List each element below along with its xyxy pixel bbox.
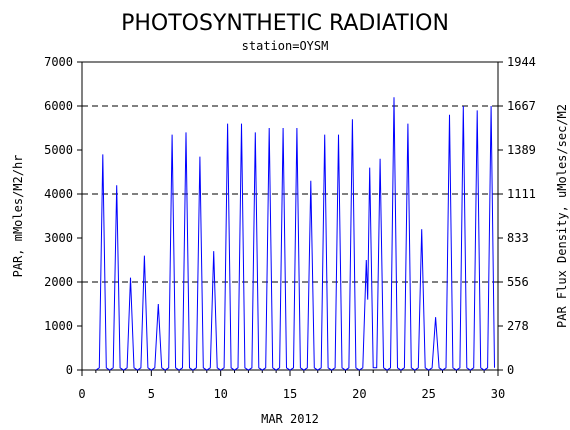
y2-tick-label: 278 [507,319,529,333]
y-tick-label: 7000 [44,55,73,69]
y2-tick-label: 556 [507,275,529,289]
chart-subtitle: station=OYSM [242,39,329,53]
y2-tick-label: 1944 [507,55,536,69]
chart-title: PHOTOSYNTHETIC RADIATION [121,11,449,36]
x-tick-label: 25 [421,387,435,401]
y2-tick-label: 833 [507,231,529,245]
x-tick-label: 0 [78,387,85,401]
y-axis-right: 0 278 556 833 1111 1389 1667 1944 [498,55,536,377]
y-tick-label: 3000 [44,231,73,245]
y-tick-label: 1000 [44,319,73,333]
y-tick-label: 5000 [44,143,73,157]
x-tick-label: 30 [491,387,505,401]
series-line-par [95,97,495,371]
y-axis-label: PAR, mMoles/M2/hr [11,155,25,278]
y-axis-left: 0 1000 2000 3000 4000 5000 6000 7000 [44,55,82,377]
y-tick-label: 0 [66,363,73,377]
y2-axis-label: PAR Flux Density, uMoles/sec/M2 [555,104,569,328]
x-tick-label: 5 [148,387,155,401]
y2-tick-label: 1111 [507,187,536,201]
x-axis-label: MAR 2012 [261,412,319,426]
y2-tick-label: 1389 [507,143,536,157]
y-tick-label: 2000 [44,275,73,289]
y2-tick-label: 0 [507,363,514,377]
x-axis: 0 5 10 15 20 25 30 [78,370,505,401]
x-tick-label: 10 [213,387,227,401]
y-tick-label: 4000 [44,187,73,201]
y2-tick-label: 1667 [507,99,536,113]
x-tick-label: 15 [283,387,297,401]
y-tick-label: 6000 [44,99,73,113]
x-tick-label: 20 [352,387,366,401]
